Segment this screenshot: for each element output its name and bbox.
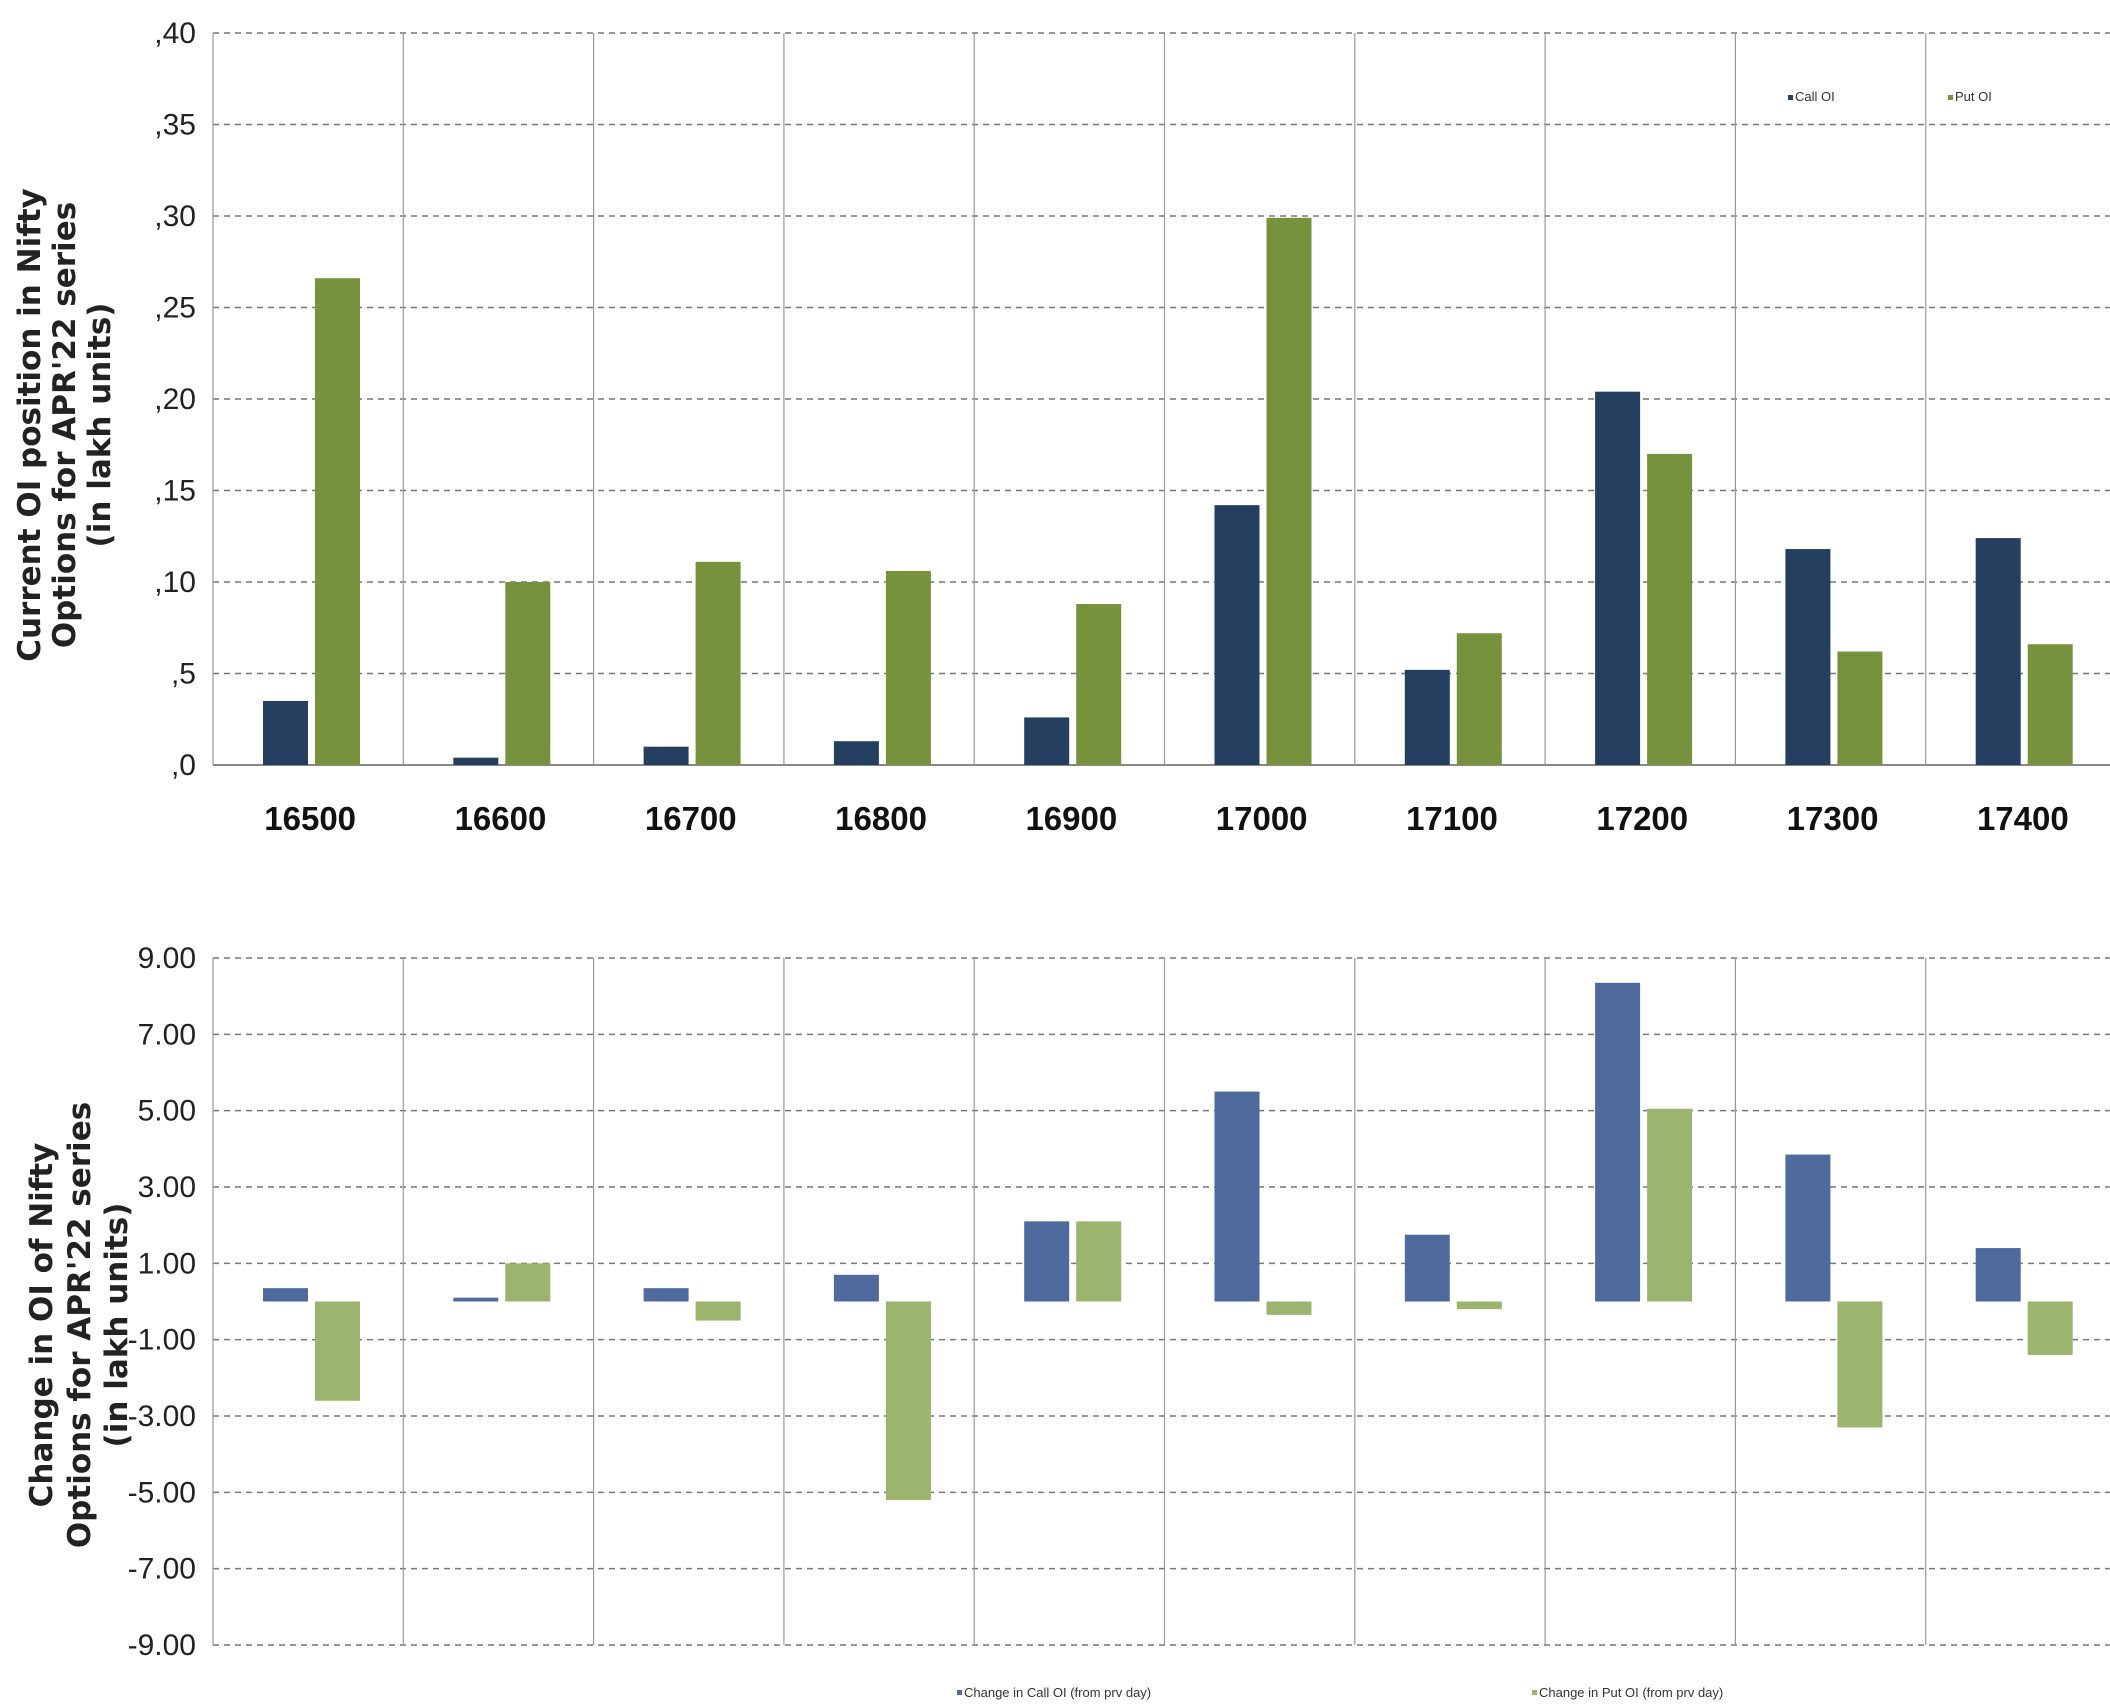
bar-put-16800 [885,571,931,765]
y-tick-label: 7.00 [138,1018,196,1051]
y-tick-label: ,15 [154,475,196,508]
bar-put-16900 [1076,603,1122,765]
x-category-label: 16600 [455,800,547,837]
bar-put-16500 [315,278,360,765]
y-tick-label: -1.00 [128,1324,196,1357]
bar-call-17100 [1404,669,1450,765]
y-tick-label: ,30 [154,200,196,233]
bar-put-17200 [1647,1108,1693,1302]
y-axis-title: (in lakh units) [99,1203,135,1448]
y-axis-title: Current OI position in Nifty [12,188,48,662]
x-category-label: 17300 [1787,800,1879,837]
x-category-label: 16500 [264,800,356,837]
x-category-label: 17200 [1596,800,1688,837]
bar-put-16700 [695,1301,741,1321]
legend-swatch-call-oi [1788,95,1793,100]
y-tick-label: ,5 [171,658,196,691]
bar-put-17300 [1837,1301,1883,1428]
bar-put-16900 [1076,1221,1122,1302]
y-tick-label: 1.00 [138,1247,196,1280]
y-tick-label: 5.00 [138,1095,196,1128]
bar-put-17100 [1456,633,1502,765]
bar-call-16700 [643,746,689,765]
bar-put-17000 [1266,1301,1312,1315]
bar-call-17200 [1595,391,1641,765]
y-tick-label: -9.00 [128,1629,196,1662]
y-tick-label: 3.00 [138,1171,196,1204]
y-tick-label: -7.00 [128,1553,196,1586]
bar-call-16600 [453,1297,499,1302]
bar-call-16700 [643,1288,689,1302]
x-category-label: 17100 [1406,800,1498,837]
y-axis-title: Change in OI of Nifty [24,1143,60,1508]
bar-put-17100 [1456,1301,1502,1310]
bar-call-17200 [1595,982,1641,1302]
y-tick-label: ,0 [171,749,196,782]
bar-call-16500 [263,700,308,765]
bar-call-16500 [263,1288,308,1302]
legend-swatch-put-oi [1948,95,1953,100]
bar-call-17400 [1975,538,2021,765]
y-tick-label: ,40 [154,17,196,50]
bar-call-16900 [1024,1221,1070,1302]
bar-put-16600 [505,1263,551,1302]
bar-put-16700 [695,561,741,765]
y-tick-label: ,25 [154,292,196,325]
bar-call-17100 [1404,1234,1450,1302]
bar-put-16600 [505,582,551,765]
y-axis-title: Options for APR'22 series [47,202,83,648]
bar-call-17400 [1975,1248,2021,1302]
y-tick-label: -3.00 [128,1400,196,1433]
legend-change-put: Change in Put OI (from prv day) [1539,1685,1723,1700]
bar-put-17400 [2027,644,2073,765]
bar-call-17000 [1214,505,1260,765]
bar-put-17300 [1837,651,1883,765]
y-tick-label: ,20 [154,383,196,416]
legend-change-call: Change in Call OI (from prv day) [964,1685,1151,1700]
bar-put-17000 [1266,217,1312,765]
bar-put-17400 [2027,1301,2073,1355]
x-category-label: 16800 [835,800,927,837]
x-category-label: 17000 [1216,800,1308,837]
bar-put-16500 [315,1301,360,1401]
legend-put-oi: Put OI [1955,89,1992,104]
x-category-label: 17400 [1977,800,2069,837]
y-axis-title: (in lakh units) [82,303,118,548]
bar-call-16800 [833,741,879,765]
y-tick-label: ,10 [154,566,196,599]
x-category-label: 16700 [645,800,737,837]
x-category-label: 16900 [1025,800,1117,837]
legend-call-oi: Call OI [1795,89,1835,104]
bar-call-16900 [1024,717,1070,765]
y-tick-label: 9.00 [138,942,196,975]
bar-call-17300 [1785,1154,1831,1302]
legend-swatch-change-put [1532,1690,1537,1695]
bar-put-17200 [1647,453,1693,765]
y-tick-label: -5.00 [128,1476,196,1509]
bar-call-16800 [833,1274,879,1302]
bar-call-16600 [453,757,499,765]
y-tick-label: ,35 [154,109,196,142]
legend-swatch-change-call [957,1690,962,1695]
bar-put-16800 [885,1301,931,1500]
bar-call-17300 [1785,549,1831,765]
y-axis-title: Options for APR'22 series [62,1102,98,1548]
bar-call-17000 [1214,1091,1260,1302]
